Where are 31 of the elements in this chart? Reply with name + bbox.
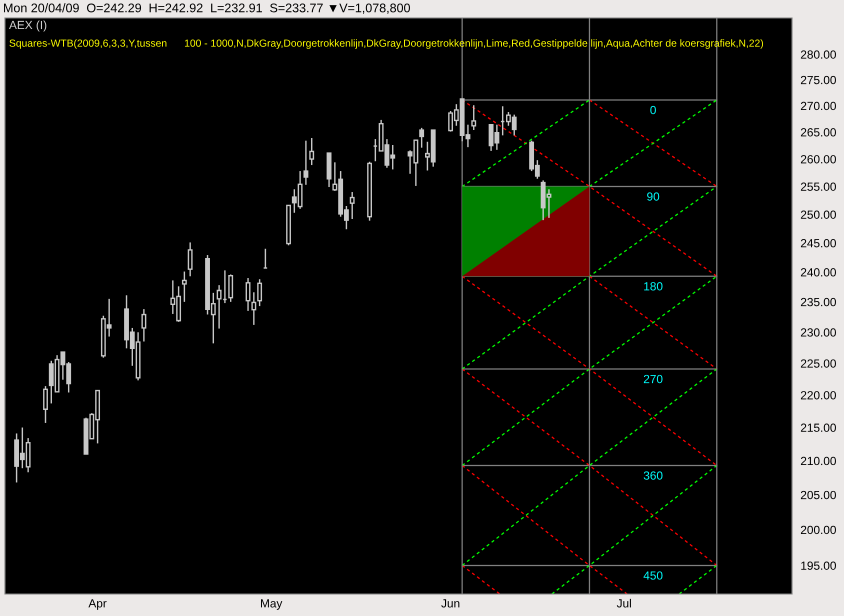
y-tick-label: 260.00 — [800, 155, 836, 164]
y-tick-label: 220.00 — [800, 391, 836, 400]
chart-title: Mon 20/04/09 O=242.29 H=242.92 L=232.91 S=233.77 ▼V=1,078,800 — [4, 3, 410, 14]
chart-subtitle: AEX (I) — [9, 20, 46, 32]
y-tick-label: 235.00 — [800, 298, 836, 306]
annotation: 0 — [650, 106, 656, 114]
annotation: 360 — [644, 471, 663, 480]
y-tick-label: 230.00 — [800, 328, 836, 337]
annotation: Squares-WTB(2009,6,3,3,Y,tussen 100 - 1000,N,DkGray,Doorgetrokkenlijn,DkGray,Doorgetrokkenlijn,Lime,Red,Gestippelde lijn,Aqua,Achter de koersgrafiek,N,22) — [9, 39, 764, 49]
y-tick-label: 205.00 — [800, 490, 836, 500]
annotation: 180 — [644, 282, 663, 290]
y-tick-label: 270.00 — [800, 102, 836, 110]
y-tick-label: 225.00 — [800, 359, 836, 368]
y-tick-label: 245.00 — [800, 239, 836, 248]
y-tick-label: 240.00 — [800, 268, 836, 277]
y-tick-label: 195.00 — [801, 561, 836, 570]
annotation: 270 — [644, 374, 663, 384]
y-tick-label: 280.00 — [800, 50, 836, 59]
x-tick-label: Apr — [88, 599, 107, 610]
y-tick-label: 275.00 — [800, 76, 836, 84]
x-tick-label: Jul — [616, 598, 631, 608]
y-tick-label: 210.00 — [800, 456, 836, 466]
annotation: 90 — [647, 192, 660, 201]
y-tick-label: 215.00 — [800, 424, 836, 432]
y-tick-label: 255.00 — [800, 182, 836, 191]
y-tick-label: 200.00 — [800, 526, 836, 534]
y-tick-label: 250.00 — [800, 210, 836, 219]
y-tick-label: 265.00 — [800, 128, 836, 137]
x-tick-label: Jun — [441, 599, 460, 608]
x-tick-label: May — [261, 599, 282, 610]
annotation: 450 — [644, 571, 663, 580]
